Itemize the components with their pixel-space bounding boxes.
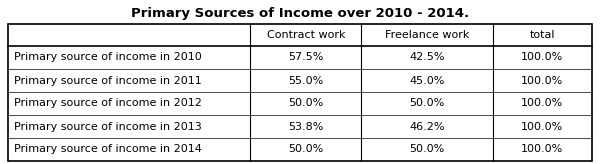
Text: total: total	[530, 30, 555, 40]
Text: 45.0%: 45.0%	[409, 75, 445, 85]
Text: 100.0%: 100.0%	[521, 122, 563, 132]
Text: 100.0%: 100.0%	[521, 52, 563, 62]
Text: 100.0%: 100.0%	[521, 144, 563, 154]
Text: Primary source of income in 2011: Primary source of income in 2011	[14, 75, 202, 85]
Text: Contract work: Contract work	[266, 30, 345, 40]
Bar	[8, 24, 592, 161]
Text: 57.5%: 57.5%	[288, 52, 323, 62]
Text: 50.0%: 50.0%	[288, 144, 323, 154]
Text: Primary source of income in 2014: Primary source of income in 2014	[14, 144, 202, 154]
Text: 50.0%: 50.0%	[288, 99, 323, 109]
Text: Primary source of income in 2013: Primary source of income in 2013	[14, 122, 202, 132]
Text: 100.0%: 100.0%	[521, 75, 563, 85]
Text: 50.0%: 50.0%	[409, 99, 445, 109]
Text: Primary Sources of Income over 2010 - 2014.: Primary Sources of Income over 2010 - 20…	[131, 7, 469, 20]
Text: 42.5%: 42.5%	[409, 52, 445, 62]
Text: 100.0%: 100.0%	[521, 99, 563, 109]
Text: 55.0%: 55.0%	[288, 75, 323, 85]
Text: Primary source of income in 2012: Primary source of income in 2012	[14, 99, 202, 109]
Text: Freelance work: Freelance work	[385, 30, 469, 40]
Text: 50.0%: 50.0%	[409, 144, 445, 154]
Text: 53.8%: 53.8%	[288, 122, 323, 132]
Text: Primary source of income in 2010: Primary source of income in 2010	[14, 52, 202, 62]
Text: 46.2%: 46.2%	[409, 122, 445, 132]
